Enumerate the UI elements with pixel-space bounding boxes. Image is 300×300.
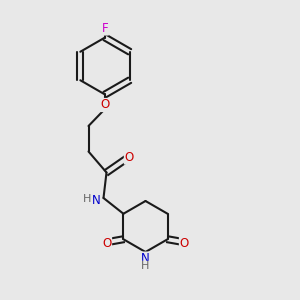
Text: O: O bbox=[102, 237, 112, 250]
Text: N: N bbox=[92, 194, 100, 208]
Text: O: O bbox=[124, 151, 134, 164]
Text: H: H bbox=[141, 261, 150, 272]
Text: O: O bbox=[179, 237, 189, 250]
Text: N: N bbox=[141, 252, 150, 265]
Text: H: H bbox=[83, 194, 91, 205]
Text: O: O bbox=[100, 98, 109, 112]
Text: F: F bbox=[102, 22, 108, 35]
